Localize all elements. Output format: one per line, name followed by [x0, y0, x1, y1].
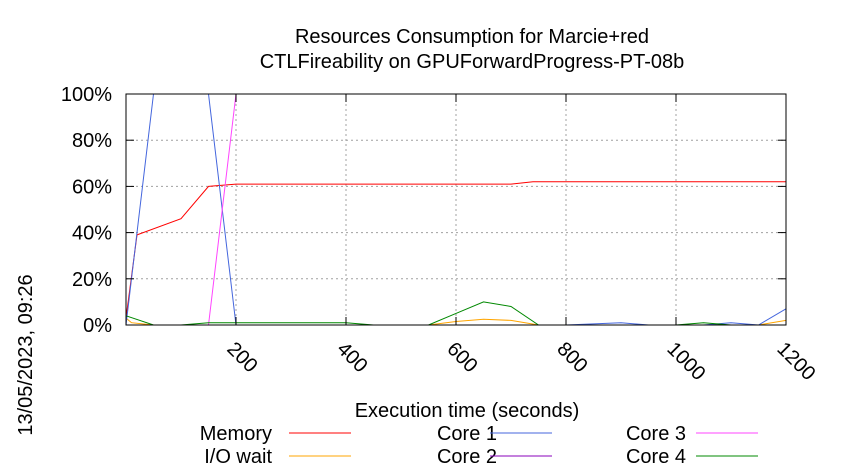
legend-label: Core 1	[437, 423, 497, 445]
series-line-memory	[125, 181, 786, 319]
x-tick-label: 200	[222, 338, 261, 377]
y-tick-label: 0%	[83, 315, 112, 337]
y-tick-label: 100%	[61, 84, 112, 106]
x-tick-label: 800	[552, 338, 591, 377]
y-tick-label: 40%	[72, 223, 112, 245]
chart-title: Resources Consumption for Marcie+red	[295, 26, 649, 48]
legend-label: I/O wait	[204, 446, 272, 468]
chart-subtitle: CTLFireability on GPUForwardProgress-PT-…	[260, 51, 685, 73]
timestamp: 13/05/2023, 09:26	[15, 274, 37, 435]
legend-label: Core 4	[626, 446, 686, 468]
y-tick-label: 80%	[72, 130, 112, 152]
x-tick-label: 600	[442, 338, 481, 377]
legend-label: Core 3	[626, 423, 686, 445]
legend-label: Memory	[200, 423, 272, 445]
x-tick-label: 400	[332, 338, 371, 377]
grid-lines	[126, 94, 786, 325]
axis-ticks: 0% 20% 40% 60% 80% 100% 200 400 600 800 1000 1200	[61, 84, 820, 385]
y-tick-label: 20%	[72, 269, 112, 291]
x-tick-label: 1200	[772, 338, 819, 385]
y-tick-label: 60%	[72, 176, 112, 198]
x-tick-label: 1000	[662, 338, 709, 385]
x-axis-label: Execution time (seconds)	[355, 400, 580, 422]
legend-label: Core 2	[437, 446, 497, 468]
